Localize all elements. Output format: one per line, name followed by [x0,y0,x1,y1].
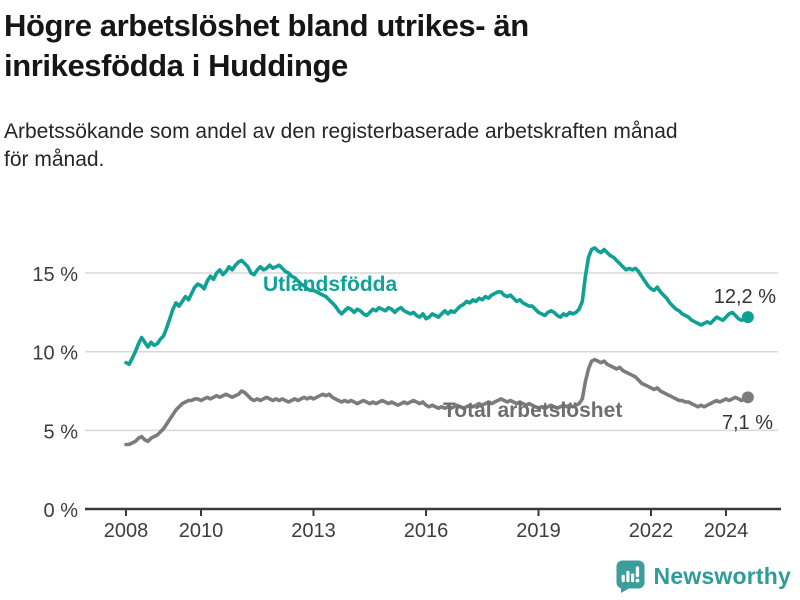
series-value-label-total-arbetsl-shet: 7,1 % [722,412,773,434]
y-tick-label: 10 % [32,343,78,365]
x-tick-label: 2022 [629,520,674,542]
x-tick-label: 2016 [404,520,449,542]
series-line-utlandsf-dda [124,246,750,367]
newsworthy-logo-icon [616,560,645,593]
x-tick-label: 2010 [179,520,224,542]
x-tick-label: 2024 [704,520,749,542]
x-tick-label: 2008 [104,520,149,542]
x-tick-label: 2013 [291,520,336,542]
y-tick-label: 5 % [44,421,79,443]
y-tick-label: 0 % [44,500,79,522]
branding-logo: Newsworthy [616,560,791,593]
x-tick-label: 2019 [516,520,561,542]
series-label-total-arbetsl-shet: Total arbetslöshet [443,399,622,422]
series-value-label-utlandsf-dda: 12,2 % [714,286,776,308]
series-end-dot-total-arbetsl-shet [741,391,754,404]
newsworthy-wordmark: Newsworthy [653,563,791,589]
page-subtitle: Arbetssökande som andel av den registerb… [4,120,678,172]
series-line-total-arbetsl-shet [124,357,750,447]
series-label-utlandsf-dda: Utlandsfödda [263,273,397,296]
y-tick-label: 15 % [32,264,78,286]
series-end-dot-utlandsf-dda [741,311,754,324]
page-title: Högre arbetslöshet bland utrikes- än inr… [4,8,529,84]
